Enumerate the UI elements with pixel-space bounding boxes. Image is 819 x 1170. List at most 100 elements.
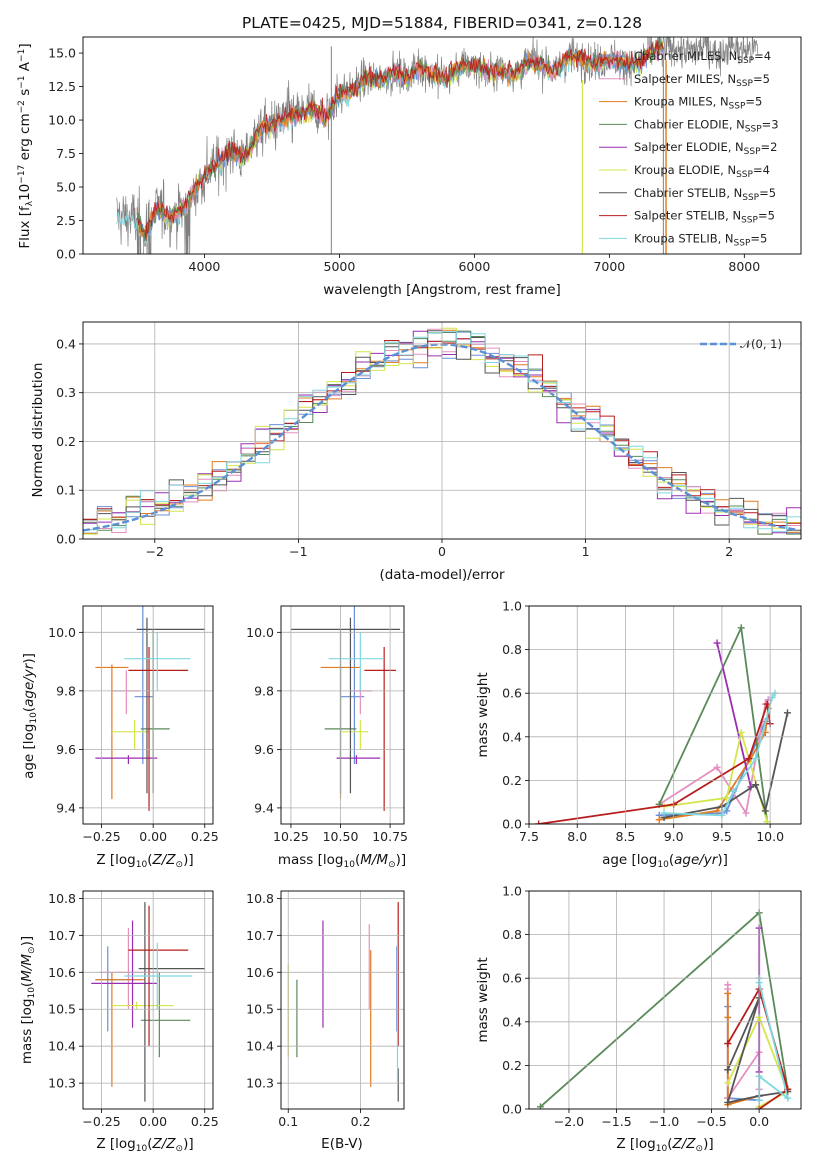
y-tick-label: 0.0 <box>502 817 522 832</box>
y-tick-label: 10.7 <box>246 928 274 943</box>
point-marker <box>660 809 668 817</box>
legend-label: Chabrier STELIB, NSSP=5 <box>634 186 776 203</box>
y-tick-label: 1.0 <box>502 884 522 899</box>
y-tick-label: 10.3 <box>48 1076 76 1091</box>
x-tick-label: −0.25 <box>82 1114 120 1129</box>
mass_weight_vs_age-panel: 7.5 8.0 8.5 9.0 9.5 10.0 0.0 0.2 0.4 0.6 0.8 1.0 <box>502 599 802 844</box>
x-tick-label: 8.5 <box>616 829 636 844</box>
y-axis-label: mass weight <box>475 672 491 757</box>
y-tick-label: 9.4 <box>254 800 274 815</box>
spectrum-panel-plot-area <box>116 37 759 254</box>
y-tick-label: 0.0 <box>502 1102 522 1117</box>
point-marker <box>742 809 750 817</box>
y-tick-label: 0.6 <box>502 971 522 986</box>
x-tick-label: 9.0 <box>664 829 684 844</box>
x-axis-label: Z [log10(Z/Z⊙)] <box>616 1136 713 1154</box>
age_vs_mass-panel: 10.25 10.50 10.75 9.4 9.6 9.8 10.0 <box>246 605 408 844</box>
x-tick-label: 10.75 <box>372 829 408 844</box>
age_vs_mass-panel-plot-area <box>290 606 401 811</box>
series-line <box>663 712 789 819</box>
spectrum-panel: 4000 5000 6000 7000 8000 0.0 2.5 5.0 7.5 10.0 12.5… <box>48 36 802 274</box>
y-tick-label: 0.4 <box>502 1014 522 1029</box>
age_vs_Z-panel: −0.25 0.00 0.25 9.4 9.6 9.8 10.0 <box>48 605 219 844</box>
series-line <box>726 984 761 1102</box>
x-tick-label: 0.1 <box>278 1114 298 1129</box>
x-tick-label: 0.0 <box>749 1114 769 1129</box>
y-tick-label: 5.0 <box>56 180 76 195</box>
mass_vs_Z-panel: −0.25 0.00 0.25 10.3 10.4 10.5 10.6 10.7 10.8 <box>48 890 219 1129</box>
x-tick-label: 5000 <box>324 259 356 274</box>
point-marker <box>764 696 772 704</box>
y-tick-label: 15.0 <box>48 46 76 61</box>
y-tick-label: 0.2 <box>502 773 522 788</box>
point-marker <box>745 755 753 763</box>
axes-frame <box>82 36 802 255</box>
x-tick-label: 0 <box>438 544 446 559</box>
legend-label: Salpeter MILES, NSSP=5 <box>634 72 770 89</box>
y-tick-label: 10.5 <box>246 1002 274 1017</box>
point-marker <box>724 989 732 997</box>
point-marker <box>713 763 721 771</box>
x-tick-label: 0.00 <box>139 829 167 844</box>
legend-label: Kroupa STELIB, NSSP=5 <box>634 231 767 248</box>
y-tick-label: 0.1 <box>56 483 76 498</box>
series-line <box>726 997 788 1104</box>
x-tick-label: −0.5 <box>696 1114 726 1129</box>
x-tick-label: 9.5 <box>712 829 732 844</box>
legend-label: Kroupa MILES, NSSP=5 <box>634 95 762 112</box>
point-marker <box>724 1040 732 1048</box>
chart-title: PLATE=0425, MJD=51884, FIBERID=0341, z=0… <box>242 14 642 32</box>
y-axis-label: age [log10(age/yr)] <box>21 653 39 779</box>
x-tick-label: 10.0 <box>756 829 784 844</box>
y-tick-label: 0.8 <box>502 927 522 942</box>
point-marker <box>724 1079 732 1087</box>
y-tick-label: 0.0 <box>56 532 76 547</box>
point-marker <box>784 1094 792 1102</box>
y-tick-label: 0.4 <box>56 336 76 351</box>
x-tick-label: −0.25 <box>82 829 120 844</box>
x-tick-label: 2 <box>725 544 733 559</box>
y-tick-label: 12.5 <box>48 79 76 94</box>
point-marker <box>724 1013 732 1021</box>
normal-curve-line <box>83 343 799 532</box>
y-tick-label: 0.2 <box>56 434 76 449</box>
x-tick-label: 8.0 <box>567 829 587 844</box>
legend-label: Salpeter STELIB, NSSP=5 <box>634 209 775 226</box>
legend-label: Chabrier MILES, NSSP=4 <box>634 49 771 66</box>
y-tick-label: 0.6 <box>502 686 522 701</box>
y-axis-label: mass weight <box>475 957 491 1042</box>
point-marker <box>536 1103 544 1109</box>
x-tick-label: 1 <box>582 544 590 559</box>
y-tick-label: 10.6 <box>246 965 274 980</box>
y-tick-label: 0.4 <box>502 729 522 744</box>
point-marker <box>752 755 760 763</box>
legend-label-normal: 𝒩(0, 1) <box>740 337 782 351</box>
axes-frame <box>82 890 214 1110</box>
x-tick-label: −1.5 <box>601 1114 631 1129</box>
series-line <box>658 624 769 822</box>
x-axis-label: age [log10(age/yr)] <box>602 852 728 870</box>
y-axis-label: Normed distribution <box>30 363 46 498</box>
point-marker <box>752 781 760 789</box>
y-tick-label: 0.2 <box>502 1058 522 1073</box>
y-tick-label: 10.0 <box>246 625 274 640</box>
point-marker <box>724 1066 732 1074</box>
legend-label: Salpeter ELODIE, NSSP=2 <box>634 140 777 157</box>
y-tick-label: 10.7 <box>48 928 76 943</box>
mass_weight_vs_age-panel-plot-area <box>535 624 791 824</box>
point-marker <box>713 639 721 647</box>
x-tick-label: 7.5 <box>519 829 539 844</box>
legend-label: Kroupa ELODIE, NSSP=4 <box>634 163 770 180</box>
y-tick-label: 10.4 <box>48 1039 76 1054</box>
axes-frame <box>280 605 405 825</box>
series-line <box>663 732 769 823</box>
x-tick-label: 10.50 <box>323 829 359 844</box>
x-axis-label: mass [log10(M/M⊙)] <box>278 852 406 870</box>
x-tick-label: −1 <box>289 544 307 559</box>
x-tick-label: 7000 <box>593 259 625 274</box>
y-axis-label: mass [log10(M/M⊙)] <box>19 936 37 1064</box>
y-tick-label: 0.0 <box>56 247 76 262</box>
x-tick-label: 0.2 <box>351 1114 371 1129</box>
x-axis-label: E(B-V) <box>321 1136 363 1152</box>
